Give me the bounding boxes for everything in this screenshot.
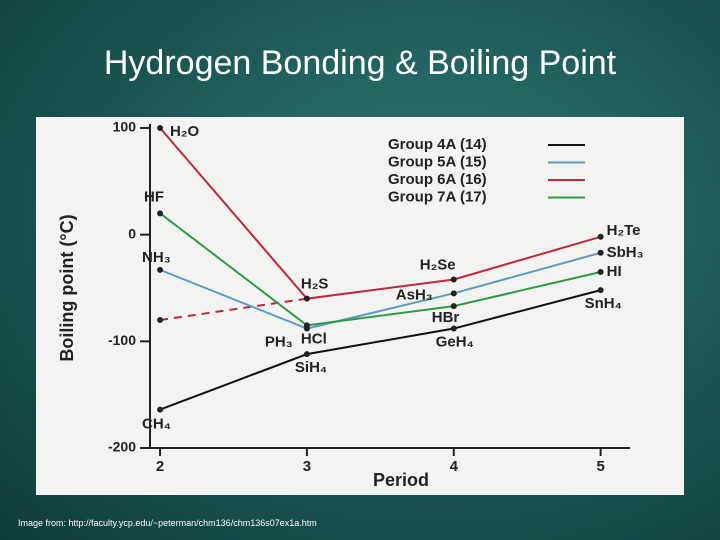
footer: Image from: http://faculty.ycp.edu/~pete… [18, 518, 317, 528]
data-point [450, 303, 457, 310]
y-tick-label: -100 [108, 332, 136, 348]
x-tick-label: 5 [596, 458, 604, 475]
data-point [450, 325, 457, 332]
data-point [303, 322, 310, 329]
point-label: HF [144, 188, 164, 205]
point-label: HI [607, 263, 622, 280]
point-label: CH₄ [142, 416, 171, 433]
point-label: SnH₄ [585, 295, 622, 312]
point-label: H₂Se [420, 256, 456, 273]
point-label: H₂S [301, 276, 329, 293]
data-point [157, 406, 164, 413]
data-point [597, 249, 604, 256]
data-point [157, 266, 164, 273]
point-label: H₂O [170, 123, 199, 140]
data-point [597, 233, 604, 240]
point-label: AsH₃ [396, 286, 433, 303]
extrapolation-point [157, 317, 164, 323]
point-label: HBr [432, 309, 460, 326]
data-point [597, 269, 604, 275]
data-point [303, 295, 310, 302]
data-point [450, 276, 457, 283]
series-line [159, 251, 601, 330]
data-point [303, 351, 310, 358]
slide-title: Hydrogen Bonding & Boiling Point [103, 44, 617, 82]
series-line [159, 127, 601, 300]
series-line [159, 289, 601, 411]
point-label: PH₃ [265, 334, 293, 351]
point-label: GeH₄ [436, 334, 474, 351]
x-tick-label: 4 [450, 458, 459, 475]
series-line [159, 212, 601, 327]
y-tick-label: 0 [128, 225, 136, 241]
legend-label: Group 4A (14) [388, 136, 487, 153]
point-label: SbH₃ [607, 244, 644, 261]
data-point [450, 290, 457, 297]
legend-label: Group 6A (16) [388, 171, 487, 188]
legend-label: Group 5A (15) [388, 153, 487, 170]
data-point [157, 210, 164, 217]
y-axis-label: Boiling point (°C) [57, 214, 77, 361]
point-label: SiH₄ [295, 359, 327, 376]
legend-label: Group 7A (17) [388, 188, 487, 205]
data-point [157, 125, 164, 131]
data-point [597, 287, 604, 294]
x-tick-label: 2 [156, 458, 164, 475]
point-label: HCl [301, 330, 327, 347]
x-axis-label: Period [373, 470, 429, 490]
y-tick-label: 100 [113, 119, 137, 135]
y-tick-label: -200 [108, 439, 136, 455]
extrapolation-line [159, 297, 308, 321]
point-label: H₂Te [607, 222, 641, 239]
chart: 100 0 -100 -200 2 3 4 5 Period Boiling point (°C)… [36, 117, 684, 495]
point-label: NH₃ [142, 249, 171, 266]
x-tick-label: 3 [303, 458, 311, 475]
